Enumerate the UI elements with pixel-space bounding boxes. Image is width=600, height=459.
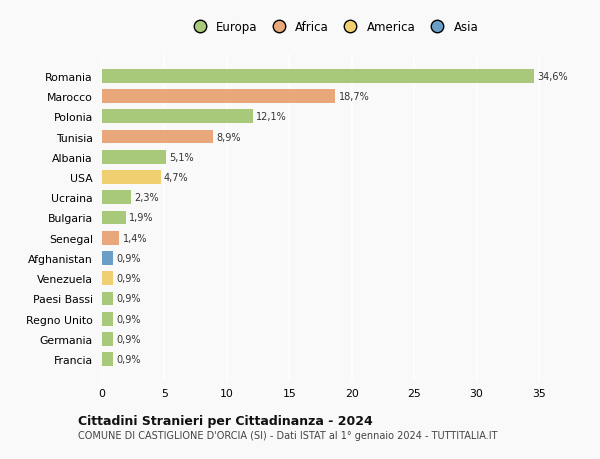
Text: 18,7%: 18,7% <box>338 92 370 102</box>
Text: 12,1%: 12,1% <box>256 112 287 122</box>
Bar <box>102 70 534 84</box>
Text: 0,9%: 0,9% <box>116 294 141 304</box>
Text: 0,9%: 0,9% <box>116 253 141 263</box>
Text: 0,9%: 0,9% <box>116 314 141 324</box>
Text: 1,9%: 1,9% <box>129 213 154 223</box>
Bar <box>102 312 113 326</box>
Bar <box>102 231 119 245</box>
Text: 4,7%: 4,7% <box>164 173 188 183</box>
Text: 0,9%: 0,9% <box>116 274 141 284</box>
Text: 5,1%: 5,1% <box>169 152 193 162</box>
Text: 2,3%: 2,3% <box>134 193 158 203</box>
Bar <box>102 110 253 124</box>
Bar <box>102 292 113 306</box>
Text: 0,9%: 0,9% <box>116 334 141 344</box>
Bar <box>102 171 161 185</box>
Text: Cittadini Stranieri per Cittadinanza - 2024: Cittadini Stranieri per Cittadinanza - 2… <box>78 414 373 428</box>
Bar <box>102 211 126 225</box>
Bar <box>102 353 113 366</box>
Bar <box>102 272 113 285</box>
Bar <box>102 151 166 164</box>
Bar <box>102 90 335 104</box>
Bar <box>102 252 113 265</box>
Text: 0,9%: 0,9% <box>116 354 141 364</box>
Bar <box>102 332 113 346</box>
Text: COMUNE DI CASTIGLIONE D'ORCIA (SI) - Dati ISTAT al 1° gennaio 2024 - TUTTITALIA.: COMUNE DI CASTIGLIONE D'ORCIA (SI) - Dat… <box>78 431 497 440</box>
Text: 34,6%: 34,6% <box>537 72 568 82</box>
Text: 1,4%: 1,4% <box>122 233 147 243</box>
Bar <box>102 130 213 144</box>
Legend: Europa, Africa, America, Asia: Europa, Africa, America, Asia <box>185 19 481 36</box>
Bar <box>102 191 131 205</box>
Text: 8,9%: 8,9% <box>216 132 241 142</box>
